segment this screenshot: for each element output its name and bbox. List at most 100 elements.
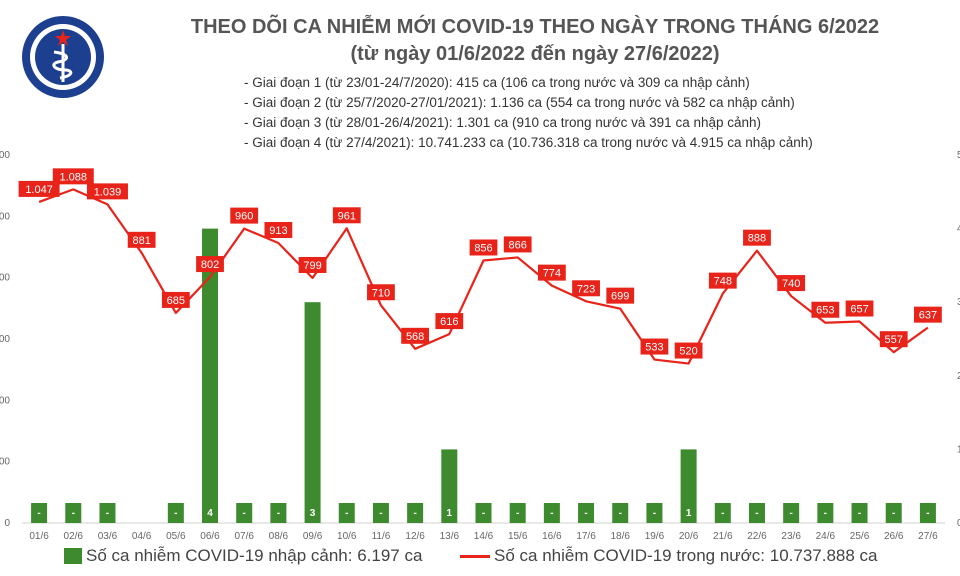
bar — [851, 503, 868, 523]
bar — [919, 503, 936, 523]
line-data-label-box — [640, 338, 669, 355]
x-axis-tick-label: 12/6 — [405, 531, 425, 542]
left-axis-tick-label: 200 — [0, 457, 10, 468]
line-data-label-box — [264, 222, 293, 239]
bar — [714, 503, 731, 523]
bar-value-label: - — [926, 508, 929, 519]
x-axis-tick-label: 18/6 — [611, 531, 631, 542]
bar-value-label: - — [37, 508, 40, 519]
line-data-label: 913 — [269, 225, 287, 237]
line-data-label-box — [196, 256, 224, 273]
line-data-label: 568 — [406, 331, 424, 343]
legend-item-line: Số ca nhiễm COVID-19 trong nước: 10.737.… — [460, 546, 878, 566]
line-data-label: 616 — [440, 316, 458, 328]
bar — [407, 503, 424, 523]
bar-value-label: 1 — [686, 508, 692, 519]
line-data-label: 799 — [303, 260, 321, 272]
bar — [372, 503, 389, 523]
line-data-label-box — [503, 236, 532, 253]
line-data-label: 710 — [372, 287, 390, 299]
line-data-label-box — [914, 306, 942, 323]
bar — [167, 503, 184, 523]
line-data-label-box — [674, 342, 703, 359]
left-axis-tick-label: 600 — [0, 334, 10, 345]
legend: Số ca nhiễm COVID-19 nhập cảnh: 6.197 ca… — [0, 546, 960, 572]
left-axis-tick-label: 1200 — [0, 150, 10, 161]
line-data-label-box — [845, 300, 874, 317]
x-axis-tick-label: 04/6 — [132, 531, 152, 542]
bar-value-label: - — [789, 508, 792, 519]
bar — [441, 449, 458, 523]
x-axis-tick-label: 15/6 — [508, 531, 528, 542]
bar-value-label: - — [243, 508, 246, 519]
line-data-label: 685 — [167, 295, 185, 307]
bar-value-label: 3 — [310, 508, 316, 519]
line-data-label: 802 — [201, 259, 219, 271]
line-data-label: 699 — [611, 291, 629, 303]
x-axis-tick-label: 14/6 — [474, 531, 494, 542]
bar — [475, 503, 492, 523]
bar-value-label: - — [72, 508, 75, 519]
right-axis-tick-label: 0 — [957, 518, 960, 529]
bar-value-label: - — [824, 508, 827, 519]
x-axis-tick-label: 22/6 — [747, 531, 767, 542]
line-data-label: 888 — [748, 233, 766, 245]
left-axis-tick-label: 1000 — [0, 211, 10, 222]
line-data-label: 740 — [782, 278, 800, 290]
x-axis-tick-label: 21/6 — [713, 531, 733, 542]
x-axis-tick-label: 06/6 — [200, 531, 220, 542]
line-data-label: 881 — [132, 235, 150, 247]
line-data-label-box — [811, 301, 840, 318]
bar — [578, 503, 595, 523]
left-axis-tick-label: 400 — [0, 395, 10, 406]
line-data-label-box — [86, 183, 128, 200]
bar-value-label: - — [413, 508, 416, 519]
line-data-label: 520 — [679, 346, 697, 358]
bar — [236, 503, 253, 523]
legend-bar-label: Số ca nhiễm COVID-19 nhập cảnh: 6.197 ca — [86, 546, 423, 565]
bar — [31, 503, 48, 523]
line-data-label: 653 — [816, 305, 834, 317]
bar-value-label: - — [277, 508, 280, 519]
line-data-label-box — [18, 180, 60, 197]
bar-value-label: - — [482, 508, 485, 519]
bar — [99, 503, 116, 523]
x-axis-tick-label: 24/6 — [816, 531, 836, 542]
line-data-label-box — [606, 287, 635, 304]
x-axis-tick-label: 01/6 — [29, 531, 49, 542]
line-data-label: 961 — [338, 210, 356, 222]
line-data-label: 856 — [474, 242, 492, 254]
bar — [612, 503, 629, 523]
phase-summary-item: - Giai đoạn 2 (từ 25/7/2020-27/01/2021):… — [244, 95, 795, 110]
bar — [680, 449, 697, 523]
bar — [646, 503, 663, 523]
ministry-of-health-logo — [22, 16, 104, 98]
x-axis-tick-label: 07/6 — [234, 531, 254, 542]
bar-value-label: - — [584, 508, 587, 519]
line-data-label-box — [367, 284, 395, 301]
bar-value-label: - — [858, 508, 861, 519]
x-axis-tick-label: 05/6 — [166, 531, 186, 542]
left-axis-tick-label: 800 — [0, 273, 10, 284]
bar — [509, 503, 526, 523]
line-data-label: 657 — [850, 304, 868, 316]
line-data-label-box — [469, 239, 498, 256]
right-axis-tick-label: 5 — [957, 150, 960, 161]
x-axis-tick-label: 02/6 — [64, 531, 84, 542]
line-data-label: 533 — [645, 342, 663, 354]
line-data-label-box — [401, 327, 430, 344]
line-data-label-box — [298, 256, 327, 273]
line-data-label: 960 — [235, 211, 253, 223]
phase-summary-item: - Giai đoạn 3 (từ 28/01-26/4/2021): 1.30… — [244, 115, 762, 130]
line-data-label: 774 — [543, 268, 561, 280]
line-data-label: 1.039 — [94, 186, 122, 198]
line-data-label-box — [52, 168, 94, 185]
x-axis-tick-label: 26/6 — [884, 531, 904, 542]
phase-summary-item: - Giai đoạn 1 (từ 23/01-24/7/2020): 415 … — [244, 75, 750, 90]
line-data-label: 637 — [919, 310, 937, 322]
line-data-label: 557 — [885, 334, 903, 346]
legend-line-label: Số ca nhiễm COVID-19 trong nước: 10.737.… — [494, 546, 878, 565]
line-data-label-box — [332, 207, 361, 224]
x-axis-tick-label: 20/6 — [679, 531, 699, 542]
